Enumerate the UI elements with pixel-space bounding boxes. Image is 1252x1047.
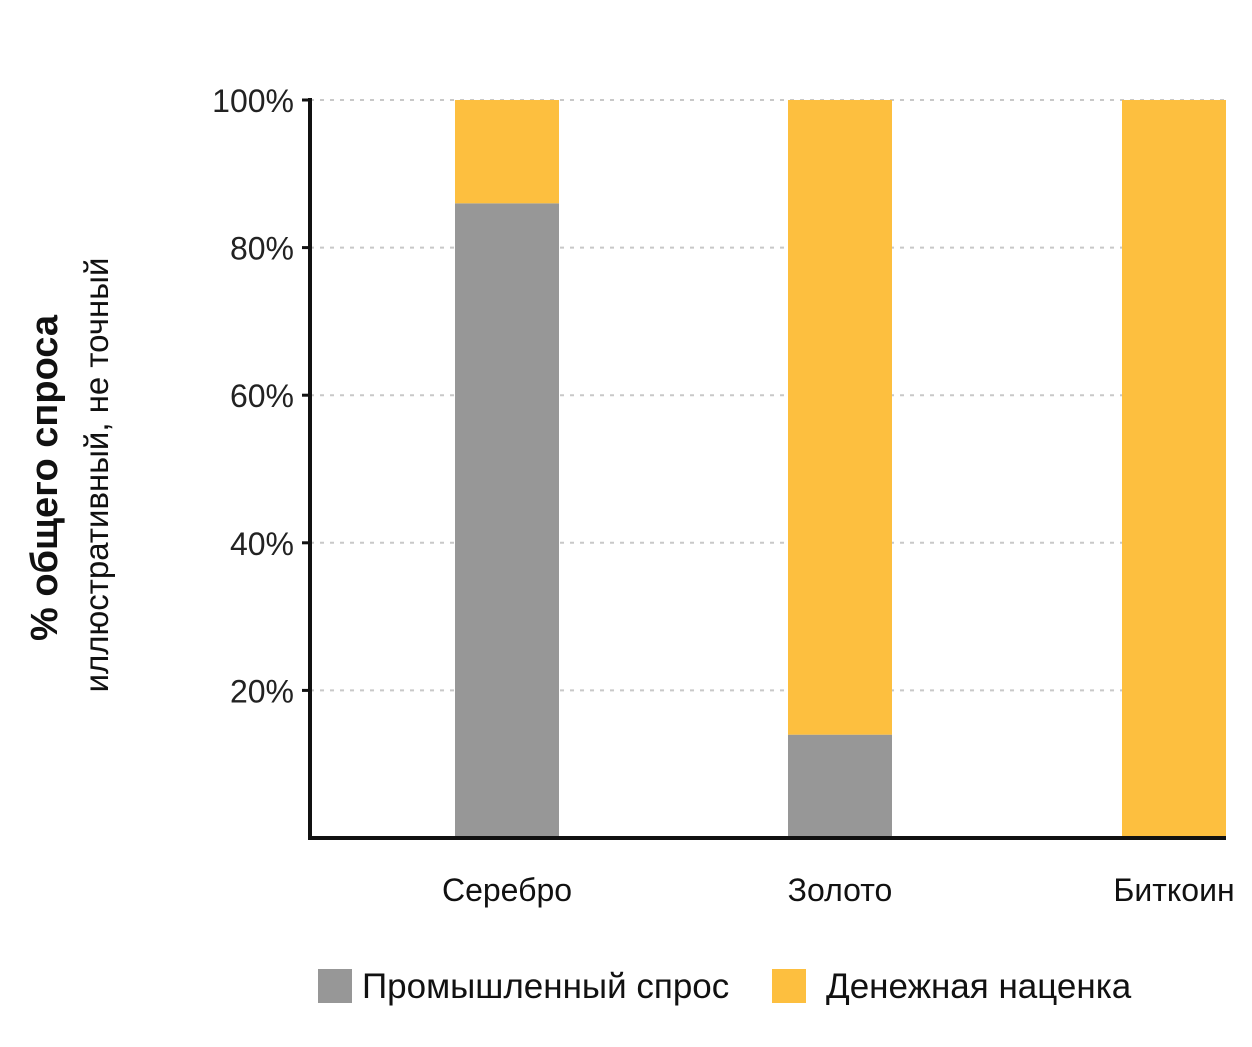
- axes: [308, 98, 1226, 840]
- bar-segment-industrial-0: [455, 203, 559, 838]
- y-tick-label: 60%: [230, 378, 294, 414]
- y-axis-title-group: % общего спроса иллюстративный, не точны…: [24, 258, 115, 693]
- y-axis-title: % общего спроса: [24, 314, 66, 641]
- bar-segment-monetary-2: [1122, 100, 1226, 838]
- y-axis-subtitle: иллюстративный, не точный: [78, 258, 115, 693]
- bars: [455, 100, 1226, 838]
- grid-lines: [310, 99, 1226, 692]
- category-label: Серебро: [442, 872, 572, 908]
- legend-label: Денежная наценка: [826, 967, 1132, 1006]
- bar-segment-industrial-1: [788, 734, 892, 838]
- legend-swatch: [772, 969, 806, 1003]
- bar-segment-monetary-1: [788, 100, 892, 735]
- legend: Промышленный спрос Денежная наценка: [318, 967, 1132, 1006]
- y-tick-label: 100%: [212, 83, 294, 119]
- category-label: Золото: [788, 872, 893, 908]
- category-label: Биткоин: [1113, 872, 1234, 908]
- y-tick-label: 40%: [230, 526, 294, 562]
- y-tick-label: 80%: [230, 231, 294, 267]
- legend-label: Промышленный спрос: [362, 967, 729, 1006]
- legend-swatch: [318, 969, 352, 1003]
- category-labels: Серебро Золото Биткоин: [442, 872, 1235, 908]
- y-tick-labels: 20% 40% 60% 80% 100%: [212, 83, 310, 709]
- bar-segment-monetary-0: [455, 100, 559, 204]
- y-tick-label: 20%: [230, 673, 294, 709]
